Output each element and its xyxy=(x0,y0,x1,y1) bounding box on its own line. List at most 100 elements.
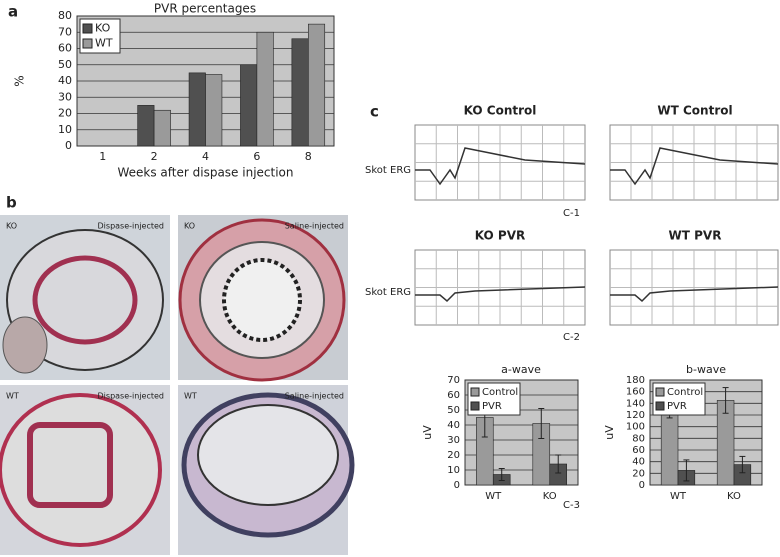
error-bar xyxy=(498,468,505,481)
erg-title: KO Control xyxy=(464,104,537,118)
x-tick-label: 6 xyxy=(253,150,260,163)
panel-label: a xyxy=(8,3,18,21)
image-corner: WT xyxy=(6,392,19,401)
erg-trace xyxy=(415,286,586,303)
error-bar xyxy=(555,454,562,474)
erg-trace xyxy=(610,147,779,186)
y-tick-label: 70 xyxy=(58,25,72,38)
error-bar xyxy=(739,455,746,474)
chart-title: PVR percentages xyxy=(154,2,256,16)
image-caption: Dispase-injected xyxy=(98,222,164,231)
error-bar xyxy=(722,387,729,414)
legend: Control PVR xyxy=(652,382,706,416)
y-tick-label: 60 xyxy=(632,445,645,456)
error-bar xyxy=(683,459,690,482)
error-bar xyxy=(538,408,545,439)
y-tick-label: 0 xyxy=(65,139,72,152)
legend-swatch xyxy=(82,23,93,34)
y-tick-label: 20 xyxy=(58,107,72,120)
y-tick-label: 0 xyxy=(454,480,460,491)
y-tick-label: 80 xyxy=(58,9,72,22)
image-caption: Saline-injected xyxy=(285,222,344,231)
erg-row-id: C-1 xyxy=(563,208,580,219)
erg-row-label: Skot ERG xyxy=(365,287,411,298)
x-tick-label: 4 xyxy=(202,150,209,163)
bar xyxy=(137,105,155,147)
y-tick-label: 80 xyxy=(632,433,645,444)
legend-label: Control xyxy=(482,387,518,398)
erg-trace xyxy=(415,147,586,186)
erg-row-id: C-2 xyxy=(563,332,580,343)
erg-title: WT PVR xyxy=(669,229,722,243)
legend-swatch xyxy=(655,387,665,397)
y-tick-label: 100 xyxy=(626,422,645,433)
legend-label: WT xyxy=(95,37,113,50)
y-tick-label: 10 xyxy=(58,123,72,136)
y-tick-label: 30 xyxy=(58,90,72,103)
erg-row-id: C-3 xyxy=(563,500,580,511)
image-corner: WT xyxy=(184,392,197,401)
bar xyxy=(256,31,274,147)
legend: Control PVR xyxy=(467,382,521,416)
y-tick-label: 60 xyxy=(447,390,460,401)
image-corner: KO xyxy=(6,222,17,231)
histology-image xyxy=(0,215,170,380)
bar xyxy=(307,23,326,147)
y-tick-label: 50 xyxy=(58,58,72,71)
x-tick-label: 8 xyxy=(305,150,312,163)
y-tick-label: 140 xyxy=(626,398,645,409)
bar xyxy=(153,109,171,147)
legend-label: PVR xyxy=(482,401,502,412)
chart-title: a-wave xyxy=(501,363,541,376)
y-tick-label: 180 xyxy=(626,375,645,386)
x-tick-label: WT xyxy=(670,491,687,502)
erg-title: WT Control xyxy=(657,104,732,118)
legend-label: PVR xyxy=(667,401,687,412)
histology-image xyxy=(0,385,170,555)
bar xyxy=(291,38,309,147)
y-tick-label: 20 xyxy=(632,468,645,479)
panel-label: b xyxy=(6,194,17,212)
y-tick-label: 30 xyxy=(447,435,460,446)
erg-traces xyxy=(414,124,779,326)
bar xyxy=(188,72,206,147)
legend-label: Control xyxy=(667,387,703,398)
legend-swatch xyxy=(655,401,665,411)
legend-swatch xyxy=(470,387,480,397)
y-tick-label: 120 xyxy=(626,410,645,421)
y-axis-label: uV xyxy=(421,425,434,440)
bar xyxy=(240,64,258,147)
erg-row-label: Skot ERG xyxy=(365,165,411,176)
x-tick-label: KO xyxy=(727,491,741,502)
legend: KO WT xyxy=(79,18,121,54)
y-tick-label: 60 xyxy=(58,42,72,55)
y-tick-label: 160 xyxy=(626,387,645,398)
x-axis-label: Weeks after dispase injection xyxy=(117,166,293,180)
bar xyxy=(205,74,223,147)
y-tick-label: 40 xyxy=(58,74,72,87)
y-tick-label: 0 xyxy=(639,480,645,491)
y-tick-label: 10 xyxy=(447,465,460,476)
erg-title: KO PVR xyxy=(475,229,525,243)
legend-label: KO xyxy=(95,22,111,35)
panel-label: c xyxy=(370,103,379,121)
legend-swatch xyxy=(470,401,480,411)
x-tick-label: KO xyxy=(543,491,557,502)
y-tick-label: 50 xyxy=(447,405,460,416)
chart-title: b-wave xyxy=(686,363,726,376)
x-tick-label: 2 xyxy=(151,150,158,163)
y-tick-label: 70 xyxy=(447,375,460,386)
y-axis-label: % xyxy=(13,75,27,86)
histology-image xyxy=(178,385,355,555)
legend-swatch xyxy=(82,38,93,49)
y-axis-label: uV xyxy=(603,425,616,440)
histology-image xyxy=(178,215,348,382)
erg-trace xyxy=(610,286,779,303)
image-corner: KO xyxy=(184,222,195,231)
x-tick-label: 1 xyxy=(99,150,106,163)
image-caption: Saline-injected xyxy=(285,392,344,401)
y-tick-label: 40 xyxy=(447,420,460,431)
x-tick-label: WT xyxy=(485,491,502,502)
